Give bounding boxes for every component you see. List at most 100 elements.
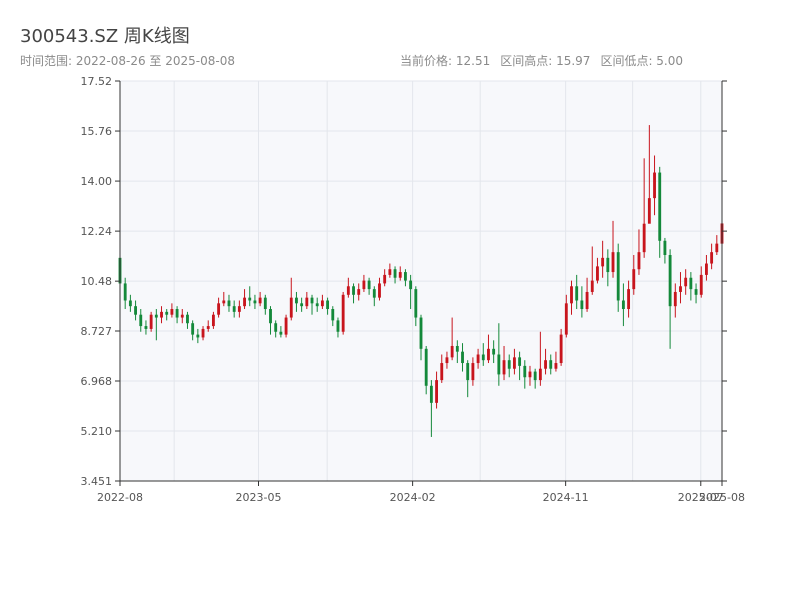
- candle-body: [263, 297, 267, 310]
- candle: [160, 306, 163, 324]
- candle: [585, 277, 589, 312]
- candle-body: [398, 272, 402, 278]
- candle-body: [134, 306, 137, 315]
- candle: [263, 294, 267, 315]
- time-range-label: 时间范围: 2022-08-26 至 2025-08-08: [20, 54, 235, 68]
- candle: [632, 254, 636, 295]
- axes: 3.451 5.210 6.968 8.727 10.48 12.24 14.00 15.76…: [81, 75, 745, 504]
- candle-body: [300, 303, 304, 307]
- candle: [668, 249, 672, 349]
- candle-body: [440, 363, 444, 381]
- candle: [710, 243, 714, 270]
- candle: [528, 365, 532, 386]
- candle: [575, 274, 579, 310]
- candle: [523, 360, 527, 389]
- candle: [487, 334, 490, 364]
- candle-body: [658, 172, 662, 241]
- candle: [414, 286, 418, 327]
- candle-body: [175, 309, 179, 318]
- candle: [149, 311, 153, 332]
- candle-body: [606, 257, 610, 273]
- candle-body: [590, 280, 594, 292]
- price-summary: 当前价格: 12.51 区间高点: 15.97 区间低点: 5.00: [400, 52, 683, 69]
- candle-body: [528, 371, 532, 378]
- candle: [538, 331, 542, 386]
- candle-body: [346, 286, 350, 295]
- candle: [689, 272, 693, 301]
- candle-body: [336, 320, 340, 332]
- candle: [461, 343, 464, 372]
- candle: [673, 283, 677, 318]
- candle-body: [694, 289, 698, 295]
- candle-body: [414, 289, 418, 318]
- candle: [580, 286, 584, 318]
- candle: [429, 380, 433, 437]
- candle: [507, 354, 511, 378]
- candle: [404, 269, 407, 287]
- candle: [684, 269, 688, 295]
- candle: [471, 357, 475, 386]
- candle: [440, 354, 444, 383]
- candles: [118, 125, 724, 437]
- candle: [502, 345, 506, 381]
- candle-body: [580, 300, 584, 310]
- y-tick-label: 17.52: [81, 75, 113, 88]
- candle: [295, 291, 298, 312]
- candle-body: [663, 240, 667, 255]
- candle-body: [165, 311, 169, 315]
- candle-body: [357, 289, 361, 295]
- candle: [383, 269, 387, 287]
- candle-body: [518, 357, 522, 366]
- candle-body: [341, 294, 345, 332]
- candle: [269, 306, 272, 335]
- candle: [476, 348, 480, 369]
- candle: [658, 166, 662, 258]
- candle-body: [559, 334, 563, 364]
- candle-body: [507, 360, 511, 369]
- candle-body: [627, 289, 631, 310]
- x-tick-label: 2024-11: [543, 491, 589, 504]
- candle-body: [435, 380, 438, 403]
- candle-body: [305, 297, 309, 307]
- candle-body: [191, 323, 195, 335]
- candle-body: [315, 303, 319, 307]
- candle-body: [206, 326, 210, 329]
- candle-body: [404, 272, 407, 281]
- candle: [206, 320, 210, 332]
- candle: [621, 283, 625, 327]
- candle: [715, 235, 719, 255]
- candle: [326, 297, 330, 315]
- candle: [611, 220, 615, 278]
- candle-body: [538, 368, 542, 381]
- candle: [186, 311, 189, 329]
- candle-body: [455, 345, 459, 352]
- candle: [248, 286, 252, 307]
- candle-body: [352, 286, 355, 295]
- candle: [139, 309, 143, 332]
- candle: [362, 274, 366, 292]
- candle: [144, 320, 148, 335]
- candle: [564, 294, 568, 338]
- grid-lines: [120, 80, 722, 482]
- candle: [175, 306, 179, 324]
- candle: [305, 291, 309, 310]
- candle: [315, 297, 319, 312]
- candle: [627, 280, 631, 318]
- candle-body: [497, 354, 501, 375]
- candle-body: [424, 348, 428, 386]
- candle-body: [123, 283, 127, 301]
- candle-body: [154, 314, 158, 318]
- candle: [201, 326, 205, 341]
- candle: [518, 351, 522, 381]
- y-tick-label: 14.00: [81, 175, 113, 188]
- candle-body: [258, 297, 262, 304]
- candle: [637, 229, 641, 275]
- candle: [336, 317, 340, 338]
- candle-body: [393, 269, 397, 278]
- candle: [596, 257, 599, 284]
- candle: [492, 340, 496, 364]
- candle: [450, 317, 454, 361]
- candle: [378, 277, 381, 301]
- candle: [533, 368, 537, 389]
